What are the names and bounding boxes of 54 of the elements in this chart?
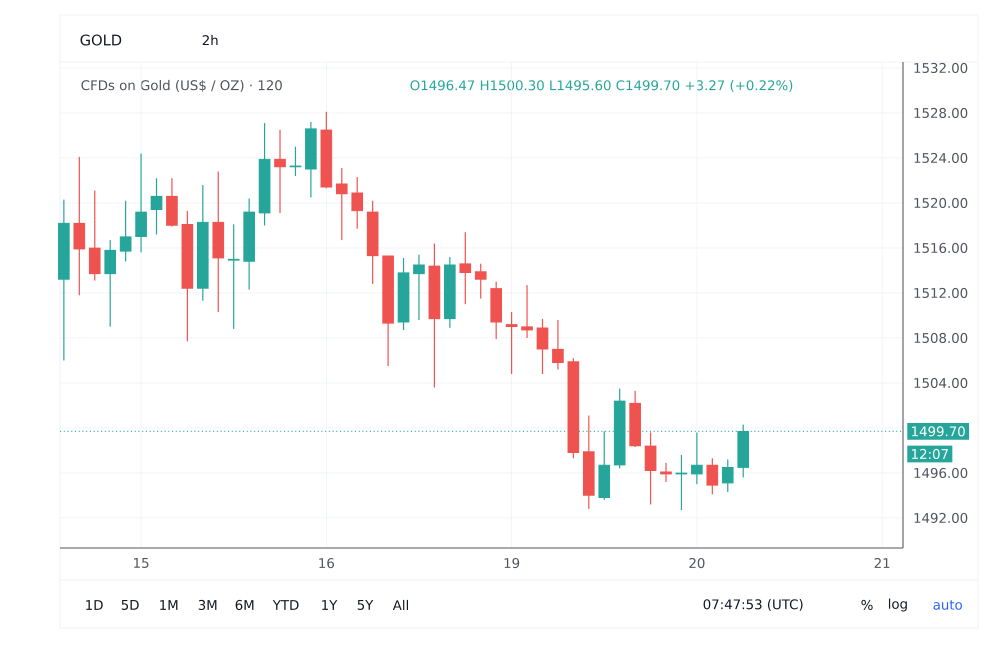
y-tick-label: 1520.00 [914, 198, 968, 208]
candlestick [474, 263, 487, 300]
candlestick [228, 224, 240, 330]
candlestick [691, 432, 703, 485]
y-tick-label: 1528.00 [914, 108, 968, 118]
y-tick-label: 1496.00 [914, 468, 968, 478]
x-tick-label: 19 [504, 558, 520, 568]
candlestick [552, 319, 564, 370]
candlestick [290, 146, 302, 177]
text: 2h [202, 34, 218, 46]
candlestick [351, 176, 364, 230]
y-tick-label: 1508.00 [914, 332, 968, 343]
text: 3M [198, 600, 216, 610]
candlestick [459, 232, 472, 305]
candlestick [706, 458, 718, 495]
text: 12:07 [912, 448, 948, 460]
chart-title: GOLD [80, 34, 122, 46]
text: 5Y [358, 600, 374, 610]
candlestick [336, 167, 348, 241]
x-tick-label: 21 [874, 558, 890, 568]
y-tick-label: 1532.00 [914, 62, 968, 73]
x-tick-label: 20 [689, 558, 704, 568]
candlestick [536, 318, 548, 375]
x-tick-label: 15 [134, 558, 148, 568]
candlestick [150, 178, 162, 236]
candlestick [722, 458, 734, 493]
ref-line-label: 1499.70 [912, 426, 965, 436]
candlestick [521, 284, 533, 339]
text: 1Y [322, 600, 338, 610]
candlestick [676, 454, 688, 511]
candlestick [660, 462, 672, 483]
text: 07:47:53 (UTC) [704, 599, 803, 611]
text: All [392, 600, 408, 610]
y-tick-label: 1524.00 [914, 152, 968, 163]
candlestick [506, 311, 518, 375]
y-tick-label: 1492.00 [914, 512, 968, 523]
text: auto [934, 600, 962, 610]
text: 5D [122, 600, 139, 610]
x-tick-label: 16 [319, 558, 334, 568]
text: CFDs on Gold (US$ / OZ) · 120 [81, 80, 282, 92]
text: % [861, 600, 873, 610]
y-tick-label: 1516.00 [914, 242, 968, 253]
text: 6M [236, 600, 254, 610]
text: 1D [86, 600, 103, 610]
annotation: O1496.47 H1500.30 L1495.60 C1499.70 +3.27 (+0.22%) [410, 80, 792, 92]
candlestick [104, 239, 116, 328]
candlestick [274, 129, 286, 214]
text: log [888, 598, 907, 612]
text: 1M [160, 600, 178, 610]
y-tick-label: 1504.00 [914, 378, 968, 388]
y-tick-label: 1512.00 [914, 288, 968, 298]
candlestick [413, 254, 425, 321]
candlestick [120, 200, 132, 262]
text: YTD [272, 600, 299, 610]
